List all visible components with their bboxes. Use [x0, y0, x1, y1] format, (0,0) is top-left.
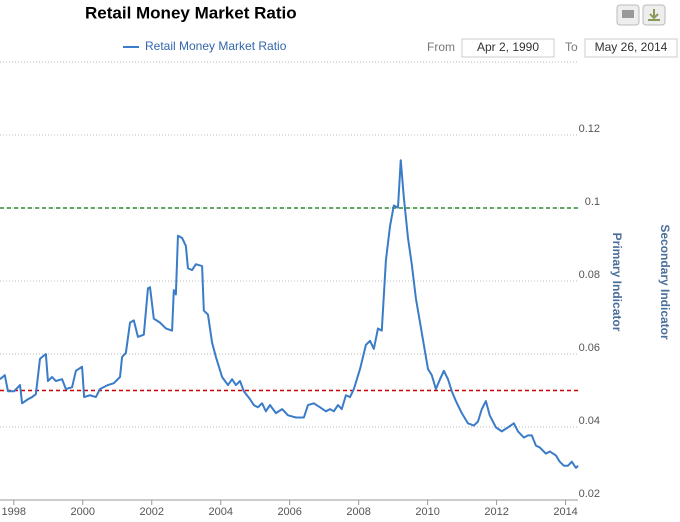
- download-icon: [648, 9, 660, 21]
- x-tick-label: 2000: [71, 506, 95, 518]
- x-tick-label: 2002: [140, 506, 164, 518]
- y-tick-label: 0.12: [579, 123, 600, 135]
- from-label: From: [427, 40, 455, 54]
- y2-axis-title: Secondary Indicator: [658, 224, 672, 340]
- print-icon: [622, 10, 634, 18]
- series-line: [0, 159, 579, 469]
- y-tick-label: 0.06: [579, 342, 600, 354]
- y-tick-label: 0.1: [585, 196, 600, 208]
- x-tick-label: 2004: [208, 506, 232, 518]
- y-tick-label: 0.08: [579, 269, 600, 281]
- x-tick-label: 2006: [277, 506, 301, 518]
- to-date[interactable]: May 26, 2014: [595, 40, 668, 54]
- x-tick-label: 2008: [346, 506, 370, 518]
- chart-title: Retail Money Market Ratio: [85, 3, 297, 22]
- y-axis-title: Primary Indicator: [610, 233, 624, 332]
- y-tick-label: 0.02: [579, 488, 600, 500]
- from-input[interactable]: [461, 38, 555, 58]
- y-tick-label: 0.04: [579, 415, 600, 427]
- legend-label: Retail Money Market Ratio: [145, 39, 287, 53]
- x-tick-label: 2012: [484, 506, 508, 518]
- x-tick-label: 1998: [2, 506, 26, 518]
- x-tick-label: 2014: [553, 506, 577, 518]
- from-date[interactable]: Apr 2, 1990: [477, 40, 539, 54]
- to-label: To: [565, 40, 578, 54]
- download-button[interactable]: [642, 4, 666, 26]
- print-button[interactable]: [616, 4, 640, 26]
- to-input[interactable]: [584, 38, 678, 58]
- x-tick-label: 2010: [415, 506, 439, 518]
